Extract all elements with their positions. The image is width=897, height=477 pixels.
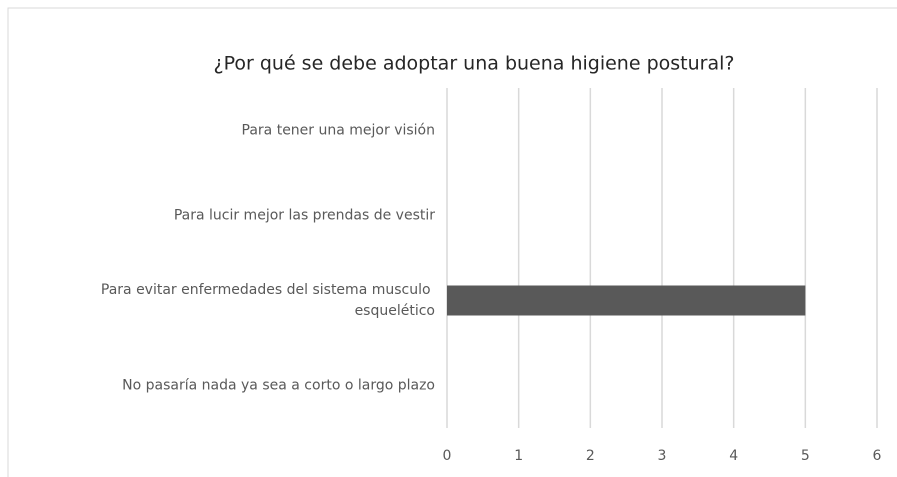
- y-tick-label: Para evitar enfermedades del sistema mus…: [101, 282, 435, 319]
- bar: [447, 285, 806, 316]
- x-tick-label: 1: [514, 448, 523, 464]
- y-tick-label: Para lucir mejor las prendas de vestir: [174, 208, 435, 224]
- y-tick-label: Para tener una mejor visión: [242, 123, 435, 139]
- x-tick-label: 0: [443, 448, 452, 464]
- y-tick-label: No pasaría nada ya sea a corto o largo p…: [122, 378, 435, 394]
- x-tick-label: 2: [586, 448, 595, 464]
- x-tick-label: 5: [801, 448, 810, 464]
- chart-border: [7, 7, 897, 477]
- x-tick-label: 4: [729, 448, 738, 464]
- x-tick-label: 3: [658, 448, 667, 464]
- x-tick-label: 6: [873, 448, 882, 464]
- chart-title: ¿Por qué se debe adoptar una buena higie…: [214, 53, 735, 75]
